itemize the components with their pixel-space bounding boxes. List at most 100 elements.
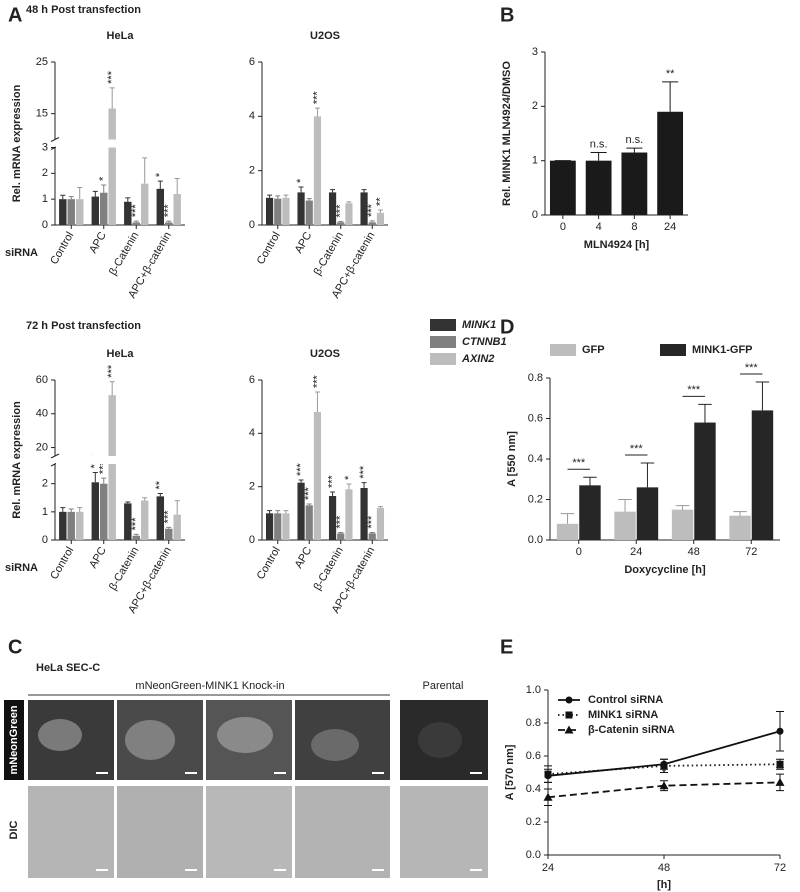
error-bar	[275, 510, 281, 514]
error-bar	[101, 477, 107, 484]
legend-swatch	[660, 344, 686, 356]
y-tick-label: 60	[36, 374, 48, 386]
bar	[173, 194, 181, 225]
bar	[108, 395, 116, 540]
x-tick-label: 72	[774, 862, 786, 874]
bar	[376, 508, 385, 540]
bar	[165, 528, 173, 540]
error-bar	[733, 511, 747, 516]
error-bar	[142, 157, 148, 184]
x-tick-label: 24	[630, 546, 642, 558]
y-tick-label: 1	[532, 155, 538, 167]
error-bar	[283, 194, 289, 198]
bar	[274, 198, 282, 225]
dic-image	[28, 786, 114, 878]
error-bar	[361, 189, 367, 193]
bar	[345, 489, 353, 540]
y-tick-label: 0.4	[526, 783, 541, 795]
bar	[165, 222, 173, 225]
error-bar	[166, 220, 172, 223]
bar	[636, 487, 659, 540]
legend-marker	[565, 696, 573, 704]
bar	[59, 199, 67, 225]
error-bar	[60, 194, 66, 200]
error-bar	[583, 476, 597, 486]
group-label: mNeonGreen-MINK1 Knock-in	[135, 680, 284, 692]
bar	[657, 111, 684, 215]
x-axis-label: siRNA	[5, 562, 38, 574]
error-bar	[101, 184, 107, 193]
error-bar	[125, 197, 131, 202]
marker	[775, 777, 785, 786]
y-tick-label: 25	[36, 56, 48, 68]
y-tick-label: 0.2	[528, 493, 543, 505]
significance-label: ***	[572, 457, 586, 469]
significance-label: ***	[335, 515, 347, 529]
bar	[345, 203, 353, 225]
error-bar	[142, 497, 148, 501]
x-tick-label: β-Catenin	[107, 230, 141, 277]
y-tick-label: 0.6	[528, 412, 543, 424]
x-tick-label: β-Catenin	[312, 545, 346, 592]
bar	[124, 201, 132, 225]
chart-title: U2OS	[310, 348, 340, 360]
error-bar	[92, 190, 98, 197]
bar	[614, 511, 636, 540]
error-bar	[133, 220, 139, 223]
error-bar	[174, 178, 180, 194]
row-label: mNeonGreen	[8, 705, 20, 774]
scale-bars	[96, 772, 482, 871]
significance-label: n.s.	[626, 134, 644, 146]
chart-title: HeLa	[107, 30, 135, 42]
chart-title: U2OS	[310, 30, 340, 42]
cell	[125, 720, 175, 760]
x-axis-label: [h]	[657, 879, 671, 891]
bar	[549, 160, 576, 215]
error-bar	[314, 107, 320, 117]
bar	[313, 412, 322, 540]
significance-label: ***	[745, 362, 759, 374]
error-bar	[314, 391, 320, 412]
bar	[75, 511, 84, 540]
significance-label: ***	[366, 515, 378, 529]
significance-label: ***	[106, 70, 118, 84]
cell-line: HeLa SEC-C	[36, 662, 100, 674]
bar	[173, 514, 181, 540]
y-tick-label: 0	[42, 219, 48, 231]
significance-label: ***	[295, 462, 307, 476]
dic-image	[206, 786, 292, 878]
y-tick-label: 0	[249, 534, 255, 546]
legend-swatch	[430, 336, 456, 348]
legend-label: MINK1-GFP	[692, 344, 753, 356]
bar	[297, 482, 305, 540]
error-bar	[298, 186, 304, 193]
error-bar	[346, 483, 352, 490]
dic-image	[400, 786, 488, 878]
error-bar	[590, 152, 607, 161]
significance-label: ***	[358, 465, 370, 479]
bar	[140, 183, 149, 225]
error-bar	[306, 198, 312, 201]
panel-letter: E	[500, 636, 513, 658]
row-label: DIC	[8, 820, 20, 839]
y-tick-label: 6	[249, 56, 255, 68]
error-bar	[283, 510, 289, 514]
bar	[376, 212, 385, 225]
y-axis-label: Rel. MINK1 MLN4924/DMSO	[501, 61, 513, 206]
significance-label: **	[666, 68, 675, 80]
bar	[67, 199, 75, 225]
error-bar	[698, 403, 712, 423]
legend-label: GFP	[582, 344, 605, 356]
bar	[360, 192, 368, 225]
error-bar	[330, 189, 336, 193]
error-bar	[662, 81, 679, 112]
legend-swatch	[550, 344, 576, 356]
axis-break	[50, 453, 60, 459]
error-bar	[298, 479, 304, 483]
heading: 72 h Post transfection	[26, 320, 141, 332]
y-axis-label: Rel. mRNA expression	[11, 401, 23, 519]
legend-swatch	[430, 319, 456, 331]
marker	[659, 781, 669, 790]
legend-label: AXIN2	[461, 353, 494, 365]
significance-label: ***	[163, 204, 175, 218]
